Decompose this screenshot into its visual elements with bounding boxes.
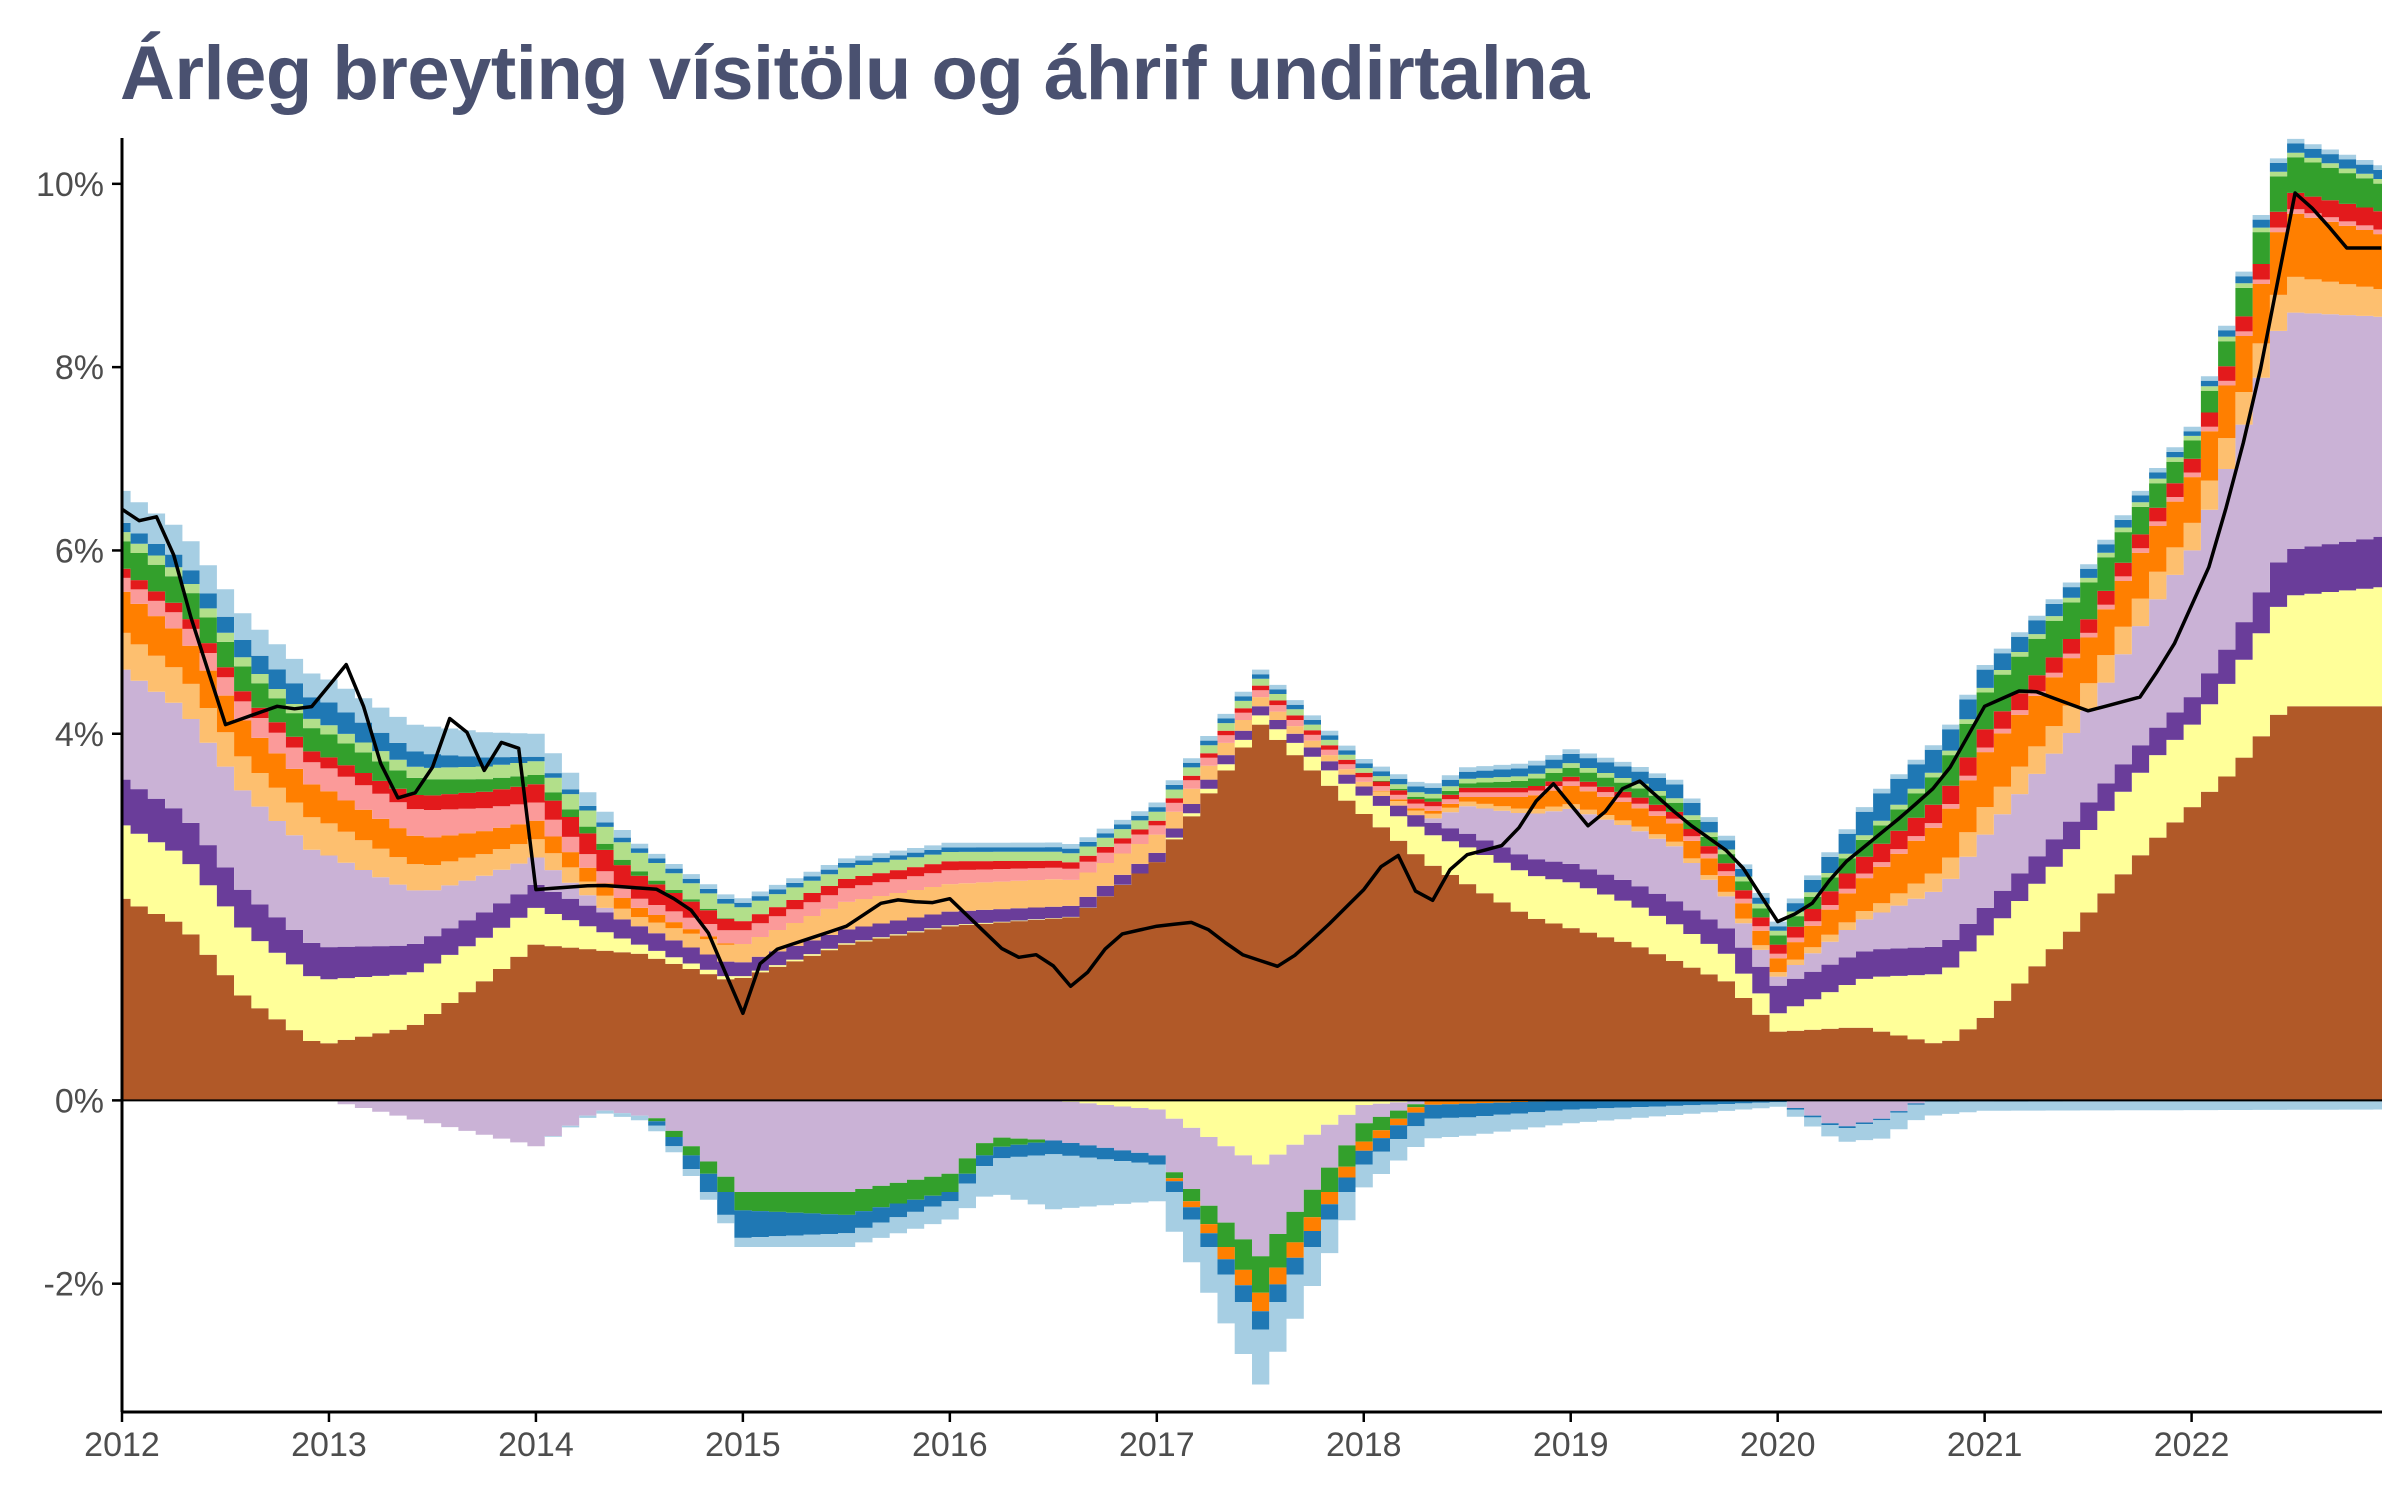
x-tick-label: 2022 (2154, 1426, 2230, 1464)
chart-title: Árleg breyting vísitölu og áhrif undirta… (120, 31, 1590, 116)
y-tick-label: 10% (36, 166, 104, 204)
contribution-series-0 (122, 706, 2382, 1101)
y-tick-label: 6% (55, 532, 104, 570)
x-tick-label: 2016 (912, 1426, 988, 1464)
x-tick-label: 2019 (1533, 1426, 1609, 1464)
positive-contributions (122, 138, 2382, 1101)
y-tick-label: 4% (55, 716, 104, 754)
contribution-series-1 (122, 587, 2382, 1044)
x-tick-label: 2015 (705, 1426, 781, 1464)
y-tick-label: 8% (55, 349, 104, 387)
index-change-line (121, 191, 2382, 1016)
x-tick-label: 2013 (291, 1426, 367, 1464)
y-tick-label: -2% (44, 1266, 104, 1304)
contribution-series-2 (122, 536, 2382, 1014)
axes: 10% 8% 6% 4% 0% -2% 2012 2013 2014 2015 2016 2017 20… (36, 138, 2382, 1464)
x-tick-label: 2020 (1740, 1426, 1816, 1464)
x-tick-label: 2021 (1947, 1426, 2023, 1464)
x-tick-label: 2014 (498, 1426, 574, 1464)
index-line (121, 191, 2382, 1016)
x-tick-label: 2018 (1326, 1426, 1402, 1464)
y-tick-label: 0% (55, 1082, 104, 1120)
x-tick-label: 2017 (1119, 1426, 1195, 1464)
contribution-series-3 (122, 312, 2382, 986)
x-tick-label: 2012 (84, 1426, 160, 1464)
